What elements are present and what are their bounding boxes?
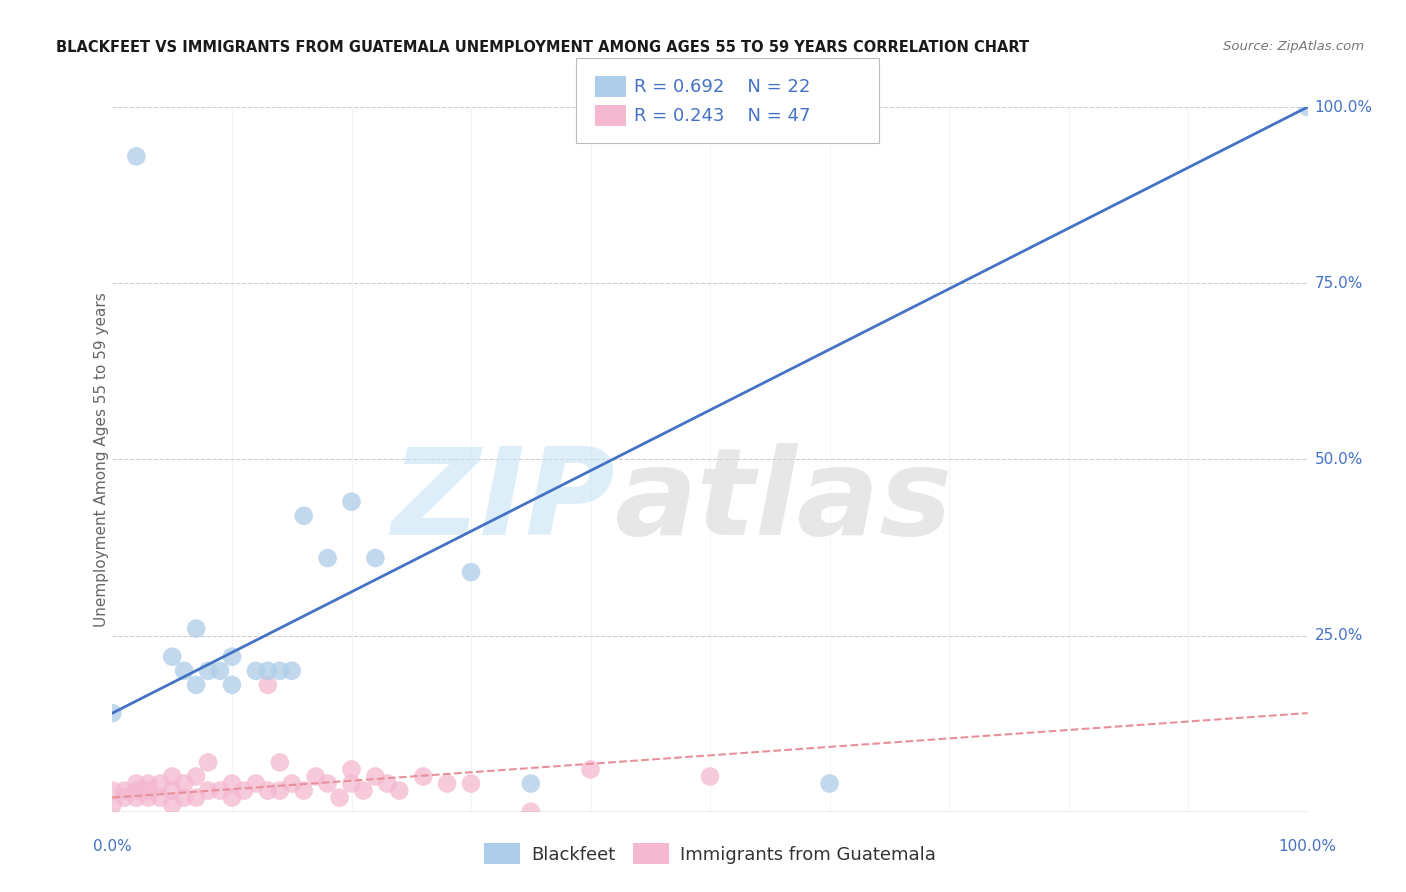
Point xyxy=(186,678,208,692)
Y-axis label: Unemployment Among Ages 55 to 59 years: Unemployment Among Ages 55 to 59 years xyxy=(94,292,108,627)
Point xyxy=(1296,100,1319,114)
Text: 100.0%: 100.0% xyxy=(1278,839,1337,855)
Point xyxy=(101,783,124,797)
Point xyxy=(197,664,219,678)
Point xyxy=(162,649,183,664)
Point xyxy=(305,769,328,784)
Point xyxy=(114,790,135,805)
Point xyxy=(460,565,482,579)
Point xyxy=(209,783,232,797)
Text: Source: ZipAtlas.com: Source: ZipAtlas.com xyxy=(1223,40,1364,54)
Point xyxy=(209,664,232,678)
Point xyxy=(186,790,208,805)
Point xyxy=(292,508,315,523)
Point xyxy=(520,776,543,790)
Point xyxy=(173,776,195,790)
Point xyxy=(162,769,183,784)
Point xyxy=(364,769,387,784)
Point xyxy=(197,756,219,770)
Point xyxy=(114,783,135,797)
Point xyxy=(257,678,280,692)
Point xyxy=(149,776,172,790)
Point xyxy=(125,790,148,805)
Point xyxy=(352,783,374,797)
Point xyxy=(388,783,411,797)
Text: 75.0%: 75.0% xyxy=(1315,276,1362,291)
Text: 50.0%: 50.0% xyxy=(1315,452,1362,467)
Point xyxy=(221,790,243,805)
Text: BLACKFEET VS IMMIGRANTS FROM GUATEMALA UNEMPLOYMENT AMONG AGES 55 TO 59 YEARS CO: BLACKFEET VS IMMIGRANTS FROM GUATEMALA U… xyxy=(56,40,1029,55)
Point xyxy=(460,776,482,790)
Point xyxy=(340,763,363,777)
Point xyxy=(269,664,291,678)
Text: 0.0%: 0.0% xyxy=(93,839,132,855)
Point xyxy=(316,776,339,790)
Point xyxy=(101,797,124,812)
Point xyxy=(125,776,148,790)
Point xyxy=(149,790,172,805)
Point xyxy=(186,622,208,636)
Point xyxy=(221,776,243,790)
Point xyxy=(101,706,124,720)
Point xyxy=(245,664,267,678)
Point xyxy=(257,664,280,678)
Point xyxy=(269,756,291,770)
Point xyxy=(162,783,183,797)
Point xyxy=(520,805,543,819)
Point xyxy=(436,776,458,790)
Legend: Blackfeet, Immigrants from Guatemala: Blackfeet, Immigrants from Guatemala xyxy=(475,834,945,873)
Point xyxy=(245,776,267,790)
Point xyxy=(269,783,291,797)
Point xyxy=(138,776,160,790)
Text: 25.0%: 25.0% xyxy=(1315,628,1362,643)
Point xyxy=(818,776,841,790)
Point xyxy=(292,783,315,797)
Point xyxy=(221,649,243,664)
Point xyxy=(233,783,256,797)
Point xyxy=(340,776,363,790)
Point xyxy=(340,494,363,508)
Point xyxy=(329,790,352,805)
Point xyxy=(281,776,304,790)
Point xyxy=(173,664,195,678)
Point xyxy=(281,664,304,678)
Text: atlas: atlas xyxy=(614,443,952,560)
Point xyxy=(125,783,148,797)
Point xyxy=(125,149,148,163)
Point xyxy=(197,783,219,797)
Point xyxy=(257,783,280,797)
Point xyxy=(316,551,339,566)
Point xyxy=(162,797,183,812)
Point xyxy=(173,790,195,805)
Text: ZIP: ZIP xyxy=(391,443,614,560)
Point xyxy=(364,551,387,566)
Point xyxy=(579,763,602,777)
Text: 100.0%: 100.0% xyxy=(1315,100,1372,114)
Point xyxy=(186,769,208,784)
Point xyxy=(221,678,243,692)
Point xyxy=(699,769,721,784)
Point xyxy=(138,783,160,797)
Point xyxy=(138,790,160,805)
Point xyxy=(377,776,399,790)
Text: R = 0.243    N = 47: R = 0.243 N = 47 xyxy=(634,106,811,125)
Text: R = 0.692    N = 22: R = 0.692 N = 22 xyxy=(634,78,810,95)
Point xyxy=(412,769,434,784)
